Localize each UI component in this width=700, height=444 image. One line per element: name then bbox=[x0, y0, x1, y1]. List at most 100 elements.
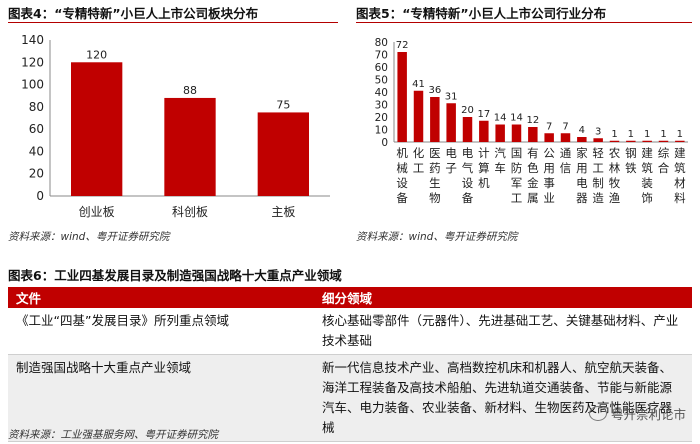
table-header-row: 文件 细分领域 bbox=[8, 287, 692, 308]
data-label: 14 bbox=[510, 113, 523, 124]
fig4-title: 图表4：“专精特新”小巨人上市公司板块分布 bbox=[8, 6, 259, 21]
y-tick-label: 20 bbox=[29, 167, 44, 181]
x-tick-label: 钢铁 bbox=[625, 146, 637, 175]
y-tick-label: 80 bbox=[375, 37, 388, 49]
bar bbox=[257, 112, 309, 196]
x-tick-label: 建筑装饰 bbox=[641, 146, 653, 205]
bar bbox=[658, 140, 669, 142]
data-label: 120 bbox=[86, 48, 107, 61]
data-label: 17 bbox=[477, 109, 490, 120]
bar bbox=[413, 90, 424, 142]
watermark: 粤开崇利论市 bbox=[588, 404, 686, 423]
table-row: 制造强国战略十大重点产业领域 新一代信息技术产业、高档数控机床和机器人、航空航天… bbox=[8, 354, 692, 442]
data-label: 1 bbox=[677, 129, 683, 140]
table-cell-detail: 核心基础零部件（元器件）、先进基础工艺、关键基础材料、产业技术基础 bbox=[314, 308, 692, 355]
y-tick-label: 80 bbox=[29, 100, 44, 114]
data-label: 12 bbox=[526, 115, 539, 126]
x-tick-label: 科创板 bbox=[172, 205, 208, 219]
x-tick-label: 机械设备 bbox=[396, 146, 408, 205]
bar bbox=[71, 62, 123, 197]
x-tick-label: 医药生物 bbox=[429, 146, 441, 205]
y-tick-label: 70 bbox=[375, 50, 388, 62]
fig6-title: 图表6：工业四基发展目录及制造强国战略十大重点产业领域 bbox=[8, 268, 342, 283]
wechat-icon bbox=[588, 406, 607, 421]
bar bbox=[577, 137, 587, 142]
bar bbox=[626, 140, 636, 142]
y-tick-label: 0 bbox=[36, 189, 44, 203]
y-tick-label: 20 bbox=[375, 112, 388, 124]
fig4-title-rule bbox=[8, 22, 338, 23]
y-tick-label: 30 bbox=[375, 100, 388, 112]
x-tick-label: 汽车 bbox=[494, 146, 506, 175]
x-tick-label: 国防军工 bbox=[511, 146, 523, 205]
x-tick-label: 电子 bbox=[445, 146, 457, 175]
bar bbox=[164, 97, 216, 196]
y-tick-label: 0 bbox=[381, 137, 388, 149]
data-label: 3 bbox=[595, 126, 601, 137]
fig4-bar-chart: 0 20 40 60 80 100 120 140 120 创业板 88 科创板 75 主板 bbox=[21, 33, 330, 219]
x-tick-label: 主板 bbox=[271, 205, 295, 219]
data-label: 14 bbox=[494, 113, 507, 124]
data-label: 7 bbox=[562, 121, 568, 132]
fig4-source: 资料来源：wind、粤开证券研究院 bbox=[8, 231, 170, 243]
bar bbox=[462, 117, 473, 142]
x-tick-label: 轻工制造 bbox=[592, 146, 604, 205]
data-label: 1 bbox=[611, 129, 617, 140]
x-tick-label: 建筑材料 bbox=[674, 146, 686, 205]
bar bbox=[430, 97, 440, 142]
table-cell-detail: 新一代信息技术产业、高档数控机床和机器人、航空航天装备、海洋工程装备及高技术船舶… bbox=[314, 354, 692, 442]
x-tick-label: 创业板 bbox=[79, 205, 115, 219]
data-label: 72 bbox=[396, 40, 409, 51]
y-tick-label: 10 bbox=[375, 125, 388, 137]
y-tick-label: 60 bbox=[29, 122, 44, 136]
data-label: 20 bbox=[461, 105, 474, 116]
y-tick-label: 140 bbox=[21, 33, 44, 47]
data-label: 31 bbox=[445, 91, 458, 102]
bar bbox=[544, 133, 554, 142]
data-label: 7 bbox=[546, 121, 552, 132]
table-cell-doc: 制造强国战略十大重点产业领域 bbox=[8, 354, 314, 442]
data-label: 41 bbox=[412, 79, 425, 90]
y-tick-label: 100 bbox=[21, 78, 44, 92]
y-tick-label: 120 bbox=[21, 55, 44, 69]
data-label: 36 bbox=[428, 85, 441, 96]
data-label: 1 bbox=[660, 129, 666, 140]
y-tick-label: 60 bbox=[375, 62, 388, 74]
x-tick-label: 家用电器 bbox=[576, 146, 588, 205]
x-tick-label: 通信 bbox=[560, 146, 572, 175]
bar bbox=[446, 103, 456, 142]
watermark-text: 粤开崇利论市 bbox=[610, 407, 686, 422]
table-cell-doc: 《工业“四基”发展目录》所列重点领域 bbox=[8, 308, 314, 355]
x-tick-label: 公用事业 bbox=[543, 146, 555, 205]
table-header-detail: 细分领域 bbox=[314, 287, 692, 308]
x-tick-label: 综合 bbox=[658, 146, 670, 175]
data-label: 88 bbox=[183, 84, 197, 97]
bar bbox=[642, 140, 652, 142]
bar bbox=[593, 138, 603, 142]
data-label: 75 bbox=[276, 98, 290, 111]
fig5-source: 资料来源：wind、粤开证券研究院 bbox=[356, 231, 518, 243]
bar bbox=[609, 140, 620, 142]
fig5-title-rule bbox=[356, 22, 692, 23]
data-label: 1 bbox=[644, 129, 650, 140]
x-tick-label: 有色金属 bbox=[527, 146, 539, 205]
bar bbox=[528, 127, 538, 142]
table-row: 《工业“四基”发展目录》所列重点领域 核心基础零部件（元器件）、先进基础工艺、关… bbox=[8, 308, 692, 355]
x-tick-label: 化工 bbox=[413, 146, 425, 175]
fig6-source: 资料来源：工业强基服务网、粤开证券研究院 bbox=[8, 429, 218, 441]
data-label: 1 bbox=[628, 129, 634, 140]
fig6-table: 文件 细分领域 《工业“四基”发展目录》所列重点领域 核心基础零部件（元器件）、… bbox=[8, 287, 692, 442]
x-tick-label: 计算机 bbox=[478, 146, 490, 190]
bar bbox=[479, 120, 489, 142]
y-tick-label: 50 bbox=[375, 75, 388, 87]
bar bbox=[675, 140, 685, 142]
data-label: 4 bbox=[579, 125, 585, 136]
x-tick-label: 电气设备 bbox=[462, 146, 474, 205]
bar bbox=[560, 133, 571, 142]
fig5-title: 图表5：“专精特新”小巨人上市公司行业分布 bbox=[356, 6, 607, 21]
bar bbox=[495, 124, 505, 142]
bar bbox=[511, 124, 522, 142]
x-tick-label: 农林牧渔 bbox=[609, 146, 621, 205]
y-tick-label: 40 bbox=[29, 144, 44, 158]
